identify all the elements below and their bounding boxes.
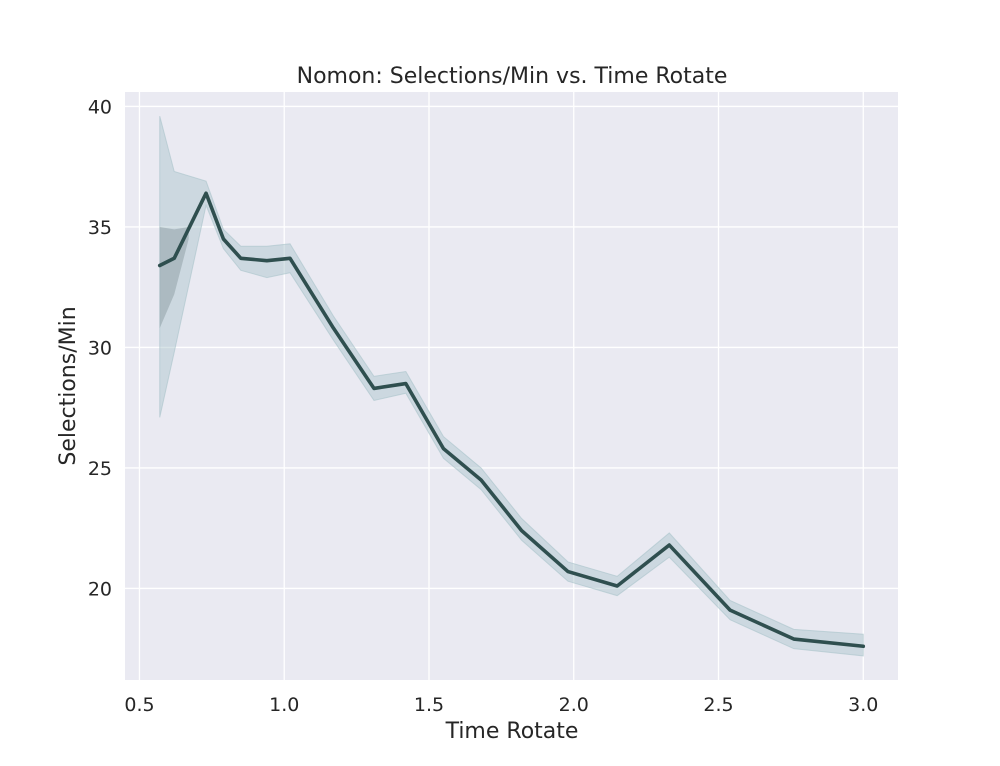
- chart-title: Nomon: Selections/Min vs. Time Rotate: [297, 64, 728, 89]
- x-tick-label: 0.5: [124, 694, 154, 716]
- y-tick-labels: 20 25 30 35 40: [88, 96, 112, 600]
- plot-area: [125, 92, 898, 680]
- confidence-band: [159, 115, 864, 657]
- series-line: [157, 191, 866, 649]
- x-axis-title: Time Rotate: [445, 719, 579, 744]
- x-tick-labels: 0.5 1.0 1.5 2.0 2.5 3.0: [124, 694, 878, 716]
- x-tick-label: 1.0: [269, 694, 299, 716]
- y-axis-title: Selections/Min: [56, 306, 81, 465]
- x-tick-label: 3.0: [848, 694, 878, 716]
- grid-lines: [125, 92, 898, 680]
- y-tick-label: 25: [88, 458, 112, 480]
- y-tick-label: 30: [88, 337, 112, 359]
- series-lines: [157, 191, 866, 649]
- y-tick-label: 20: [88, 578, 112, 600]
- confidence-bands: [159, 115, 864, 657]
- x-tick-label: 1.5: [414, 694, 444, 716]
- y-tick-label: 40: [88, 96, 112, 118]
- y-tick-label: 35: [88, 217, 112, 239]
- x-tick-label: 2.0: [559, 694, 589, 716]
- confidence-band: [159, 226, 189, 329]
- x-tick-label: 2.5: [703, 694, 733, 716]
